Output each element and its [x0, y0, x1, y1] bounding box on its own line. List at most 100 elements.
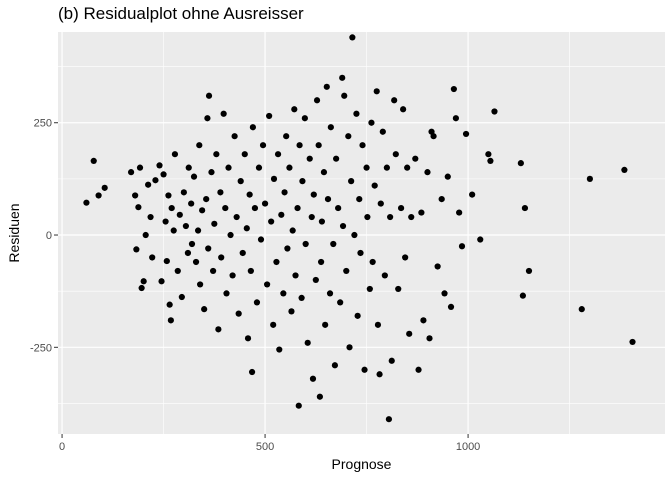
data-point — [168, 204, 175, 212]
data-point — [203, 195, 210, 203]
data-point — [253, 299, 261, 306]
data-point — [369, 258, 376, 266]
x-tick-label: 0 — [59, 441, 65, 453]
data-point — [222, 204, 229, 212]
data-point — [251, 204, 259, 212]
data-point — [281, 189, 288, 196]
data-point — [320, 169, 328, 176]
data-point — [166, 301, 173, 308]
data-point — [90, 157, 97, 165]
data-point — [388, 357, 395, 364]
data-point — [133, 246, 140, 253]
data-point — [420, 317, 427, 324]
data-point — [268, 218, 275, 225]
data-point — [278, 211, 285, 218]
data-point — [199, 207, 206, 214]
data-point — [316, 393, 323, 400]
data-point — [359, 142, 366, 149]
data-point — [485, 151, 492, 158]
data-point — [304, 339, 311, 346]
data-point — [233, 213, 240, 221]
data-point — [368, 119, 375, 126]
data-point — [264, 281, 271, 288]
data-point — [180, 189, 187, 196]
data-point — [170, 227, 177, 234]
data-point — [149, 254, 156, 261]
data-point — [249, 124, 256, 131]
data-point — [424, 169, 431, 176]
data-point — [171, 151, 179, 158]
data-point — [339, 74, 346, 81]
data-point — [156, 162, 163, 169]
data-point — [257, 236, 265, 243]
data-point — [521, 204, 529, 212]
data-point — [438, 195, 445, 203]
data-point — [318, 258, 325, 266]
data-point — [376, 371, 383, 378]
data-point — [629, 338, 636, 346]
data-point — [371, 182, 378, 189]
data-point — [185, 164, 192, 171]
data-point — [333, 155, 340, 162]
data-point — [286, 164, 293, 171]
data-point — [127, 169, 135, 176]
data-point — [357, 249, 364, 257]
data-point — [147, 213, 154, 221]
data-point — [208, 169, 215, 176]
x-tick-label: 500 — [256, 441, 274, 453]
data-point — [136, 164, 144, 171]
data-point — [312, 276, 319, 284]
data-point — [323, 83, 330, 90]
data-point — [327, 124, 334, 131]
data-point — [469, 191, 476, 198]
data-point — [354, 312, 361, 319]
data-point — [192, 258, 200, 266]
data-point — [291, 106, 298, 113]
data-point — [176, 211, 183, 218]
data-point — [361, 366, 368, 373]
data-point — [392, 151, 399, 158]
data-point — [235, 310, 242, 317]
data-point — [444, 173, 451, 180]
data-point — [205, 92, 213, 99]
data-point — [309, 375, 317, 382]
y-tick-label: -250 — [30, 342, 52, 354]
data-point — [270, 175, 278, 182]
data-point — [276, 346, 283, 353]
data-point — [196, 142, 203, 149]
data-point — [163, 257, 170, 265]
data-point — [586, 175, 593, 182]
data-point — [578, 306, 585, 313]
data-point — [152, 177, 159, 184]
data-point — [400, 106, 407, 113]
data-point — [288, 308, 295, 315]
data-point — [132, 192, 139, 199]
data-point — [95, 192, 102, 199]
data-point — [397, 204, 405, 212]
data-point — [391, 97, 398, 104]
data-point — [404, 164, 411, 171]
data-point — [140, 278, 147, 285]
data-point — [259, 142, 267, 149]
data-point — [351, 231, 358, 239]
data-point — [283, 133, 290, 140]
axes: 0 500 1000 -250 0 250 — [30, 118, 480, 453]
data-point — [310, 191, 317, 198]
data-point — [363, 164, 370, 171]
data-point — [353, 110, 360, 117]
data-point — [450, 85, 457, 93]
data-point — [415, 366, 422, 373]
data-point — [138, 284, 145, 292]
data-point — [266, 112, 273, 120]
data-point — [227, 231, 234, 239]
y-tick-label: 250 — [34, 118, 52, 130]
data-point — [341, 92, 348, 99]
data-point — [165, 192, 172, 199]
data-point — [301, 115, 308, 122]
data-point — [248, 368, 256, 376]
data-point — [356, 195, 363, 203]
data-point — [418, 209, 425, 216]
data-point — [374, 321, 382, 328]
data-point — [441, 290, 448, 297]
